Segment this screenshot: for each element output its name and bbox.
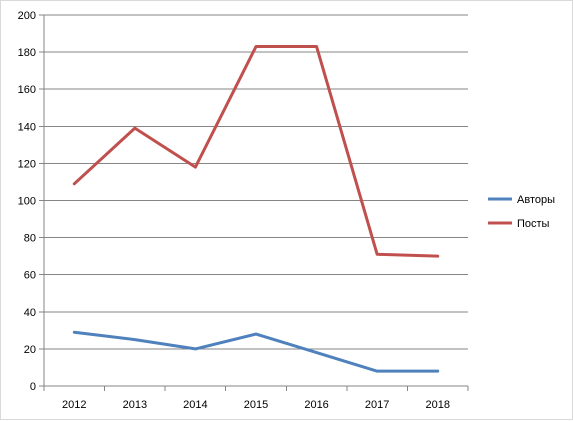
y-tick-label: 60 [24,270,36,282]
y-tick-label: 200 [18,10,36,22]
x-tick-label-2014: 2014 [183,399,207,411]
x-tick-label-2016: 2016 [304,399,328,411]
legend: Авторы Посты [488,194,555,230]
y-tick-label: 140 [18,121,36,133]
legend-label-2: Посты [517,218,550,230]
y-tick-label: 120 [18,158,36,170]
x-tick-label-2017: 2017 [365,399,389,411]
y-tick-label: 80 [24,233,36,245]
legend-label-1: Авторы [517,194,555,206]
series-lines [74,46,438,371]
x-tick-label-2015: 2015 [244,399,268,411]
series-line-1 [74,332,437,371]
y-tick-labels: 0 20 40 60 80 100 120 140 160 180 200 [18,10,36,393]
x-tick-label-2018: 2018 [425,399,449,411]
gridlines [44,15,468,349]
x-tick-labels: 2012 2013 2014 2015 2016 2017 2018 [62,399,450,411]
y-tick-label: 100 [18,196,36,208]
x-tick-label-2013: 2013 [123,399,147,411]
y-tick-label: 180 [18,47,36,59]
y-tick-label: 160 [18,84,36,96]
series-line-2 [74,47,437,257]
y-tick-label: 40 [24,307,36,319]
y-tick-label: 0 [30,381,36,393]
y-tick-label: 20 [24,344,36,356]
x-tick-label-2012: 2012 [62,399,86,411]
